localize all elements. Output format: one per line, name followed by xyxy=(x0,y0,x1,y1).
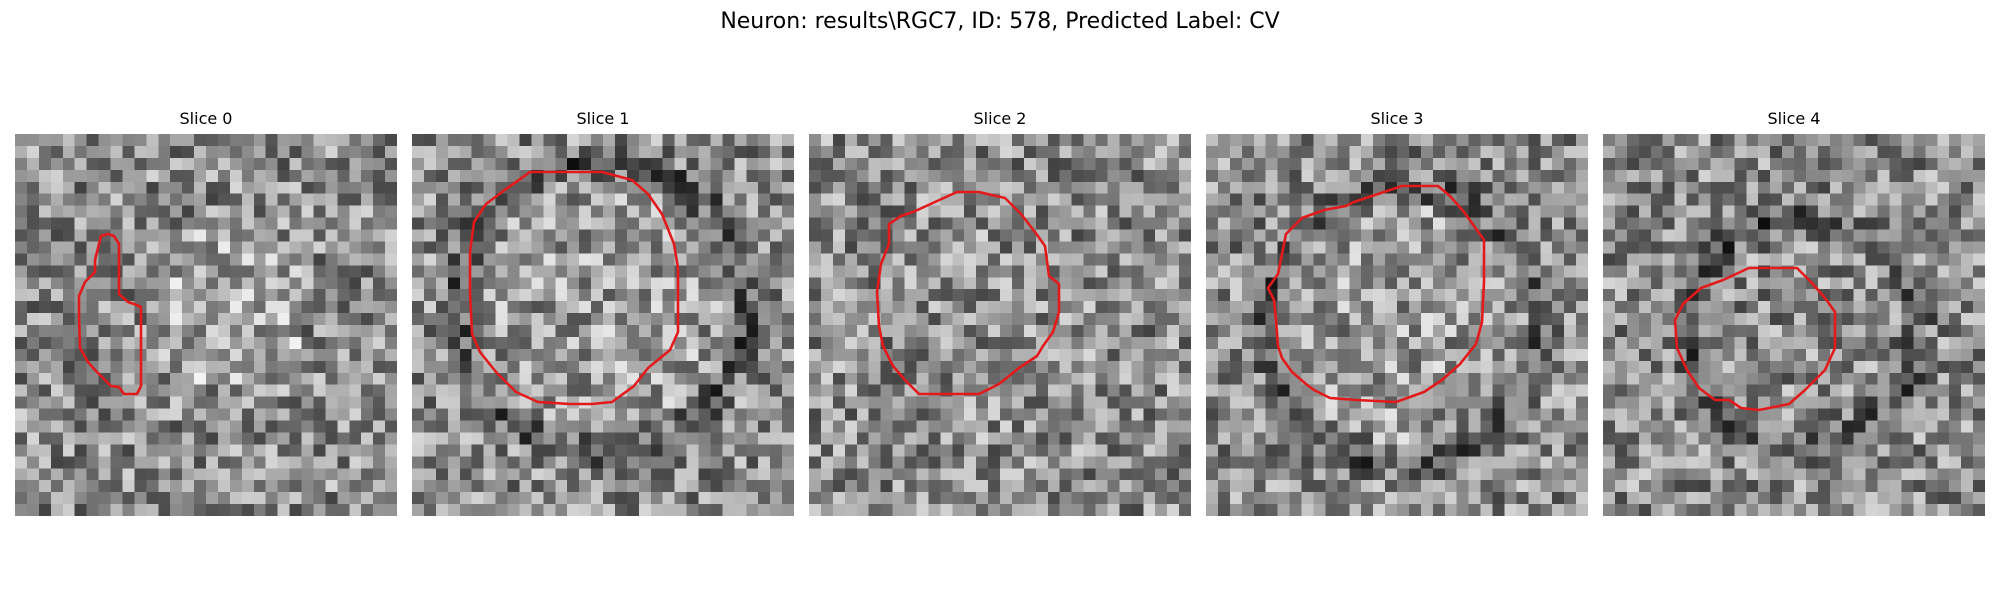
roi-contour xyxy=(468,170,680,406)
noise-texture xyxy=(1206,134,1588,516)
roi-contour-overlay xyxy=(875,190,1061,396)
slice-image xyxy=(1603,134,1985,516)
noise-texture xyxy=(412,134,794,516)
roi-contour xyxy=(1266,184,1486,404)
slice-title: Slice 1 xyxy=(576,109,630,128)
roi-contour xyxy=(1673,266,1837,412)
roi-contour xyxy=(875,190,1061,396)
roi-contour-overlay xyxy=(468,170,680,406)
roi-contour xyxy=(77,232,143,396)
roi-contour-overlay xyxy=(1673,266,1837,412)
roi-contour-overlay xyxy=(1266,184,1486,404)
slice-image xyxy=(15,134,397,516)
slice-title: Slice 2 xyxy=(973,109,1027,128)
slice-title: Slice 0 xyxy=(179,109,233,128)
figure-title: Neuron: results\RGC7, ID: 578, Predicted… xyxy=(720,9,1280,34)
slice-image xyxy=(809,134,1191,516)
roi-contour-overlay xyxy=(77,232,143,396)
slice-image xyxy=(412,134,794,516)
noise-texture xyxy=(1603,134,1985,516)
slice-image xyxy=(1206,134,1588,516)
slice-title: Slice 3 xyxy=(1370,109,1424,128)
slice-title: Slice 4 xyxy=(1767,109,1821,128)
